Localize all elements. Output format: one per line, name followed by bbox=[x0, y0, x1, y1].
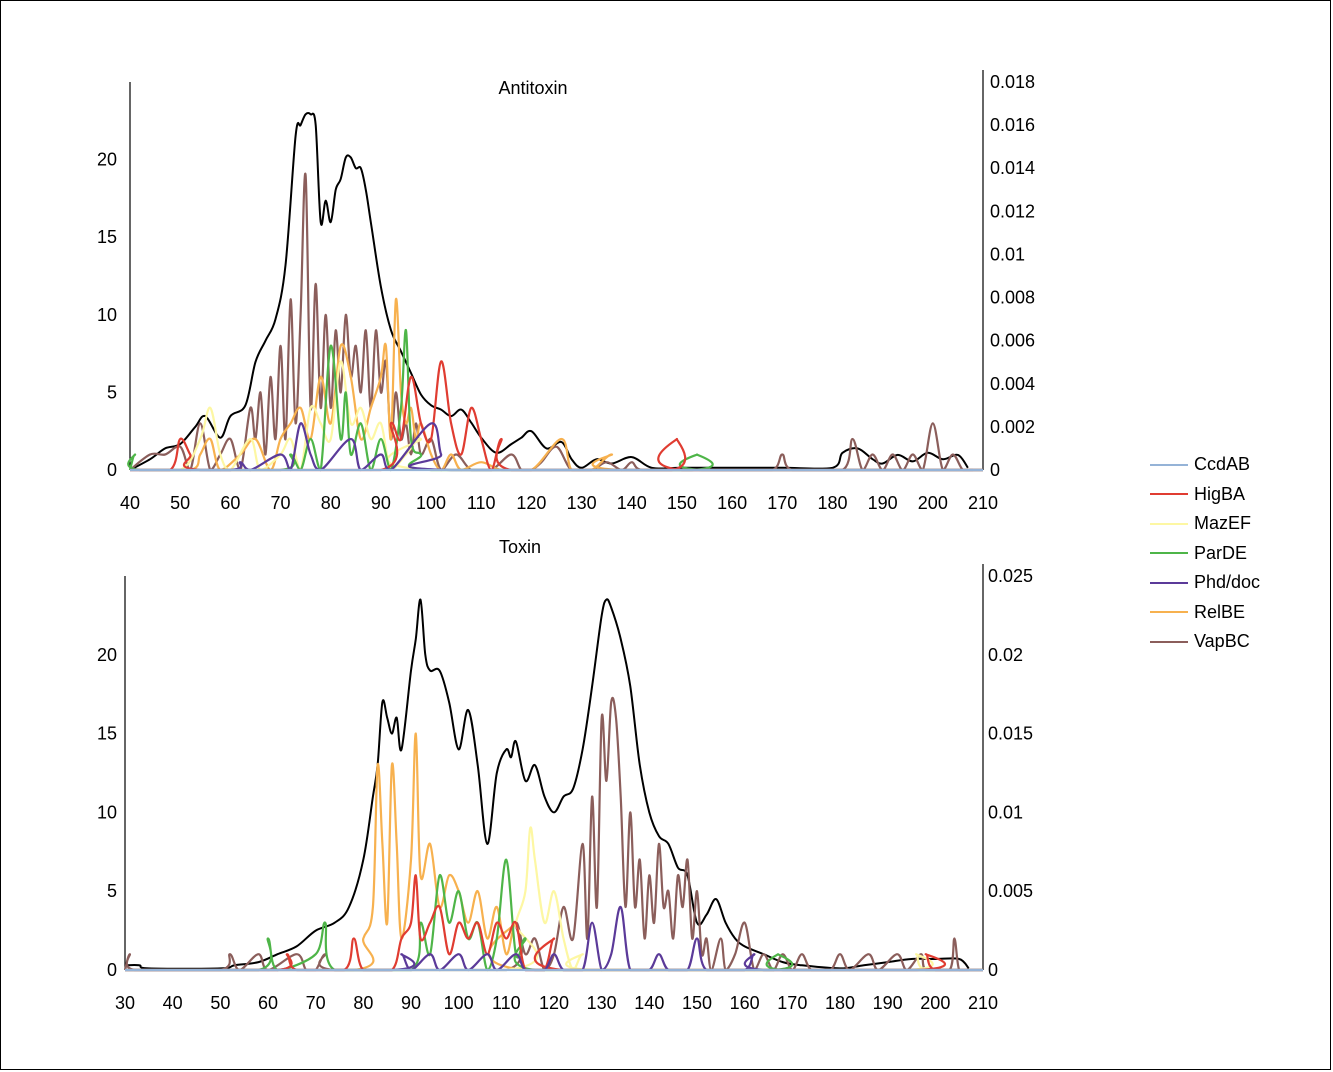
legend-item-phd-doc: Phd/doc bbox=[1150, 568, 1320, 598]
left-y-tick-label: 0 bbox=[107, 960, 117, 980]
x-tick-label: 60 bbox=[258, 993, 278, 1013]
legend-swatch bbox=[1150, 522, 1188, 525]
legend-label: VapBC bbox=[1194, 631, 1250, 652]
x-tick-label: 110 bbox=[467, 493, 496, 513]
x-tick-label: 180 bbox=[825, 993, 855, 1013]
legend-swatch bbox=[1150, 493, 1188, 496]
x-tick-label: 210 bbox=[968, 993, 998, 1013]
right-y-tick-label: 0.014 bbox=[990, 158, 1035, 178]
legend-label: MazEF bbox=[1194, 513, 1252, 534]
left-y-tick-label: 5 bbox=[107, 881, 117, 901]
legend-item-higba: HigBA bbox=[1150, 480, 1320, 510]
legend-item-parde: ParDE bbox=[1150, 539, 1320, 569]
left-y-tick-label: 20 bbox=[97, 150, 117, 170]
x-tick-label: 100 bbox=[444, 993, 474, 1013]
legend-swatch bbox=[1150, 640, 1188, 643]
x-tick-label: 120 bbox=[516, 493, 546, 513]
x-tick-label: 140 bbox=[617, 493, 647, 513]
series-line-vapbc bbox=[123, 696, 969, 972]
x-tick-label: 60 bbox=[220, 493, 240, 513]
left-y-tick-label: 0 bbox=[107, 460, 117, 480]
x-tick-label: 210 bbox=[968, 493, 998, 513]
right-y-tick-label: 0.018 bbox=[990, 72, 1035, 92]
right-y-tick-label: 0.01 bbox=[988, 802, 1023, 822]
legend-label: CcdAB bbox=[1194, 454, 1251, 475]
legend-label: RelBE bbox=[1194, 601, 1246, 622]
series-line-total bbox=[124, 598, 970, 970]
series-line-total bbox=[129, 111, 969, 471]
right-y-tick-label: 0 bbox=[988, 960, 998, 980]
x-tick-label: 130 bbox=[587, 993, 617, 1013]
left-y-tick-label: 5 bbox=[107, 382, 117, 402]
series-line-mazef bbox=[130, 360, 983, 472]
x-tick-label: 100 bbox=[416, 493, 446, 513]
left-y-tick-label: 15 bbox=[97, 227, 117, 247]
legend-swatch bbox=[1150, 552, 1188, 555]
legend-label: Phd/doc bbox=[1194, 572, 1261, 593]
right-y-tick-label: 0.025 bbox=[988, 566, 1033, 586]
x-tick-label: 70 bbox=[271, 493, 291, 513]
left-y-tick-label: 15 bbox=[97, 724, 117, 744]
x-tick-label: 70 bbox=[306, 993, 326, 1013]
x-tick-label: 150 bbox=[667, 493, 697, 513]
left-y-tick-label: 20 bbox=[97, 645, 117, 665]
x-tick-label: 40 bbox=[120, 493, 140, 513]
series-line-mazef bbox=[125, 826, 983, 972]
chart-title: Toxin bbox=[499, 537, 541, 557]
x-tick-label: 80 bbox=[321, 493, 341, 513]
legend-item-mazef: MazEF bbox=[1150, 509, 1320, 539]
x-tick-label: 140 bbox=[634, 993, 664, 1013]
legend-swatch bbox=[1150, 463, 1188, 466]
x-tick-label: 180 bbox=[817, 493, 847, 513]
x-tick-label: 200 bbox=[920, 993, 950, 1013]
right-y-tick-label: 0.016 bbox=[990, 115, 1035, 135]
legend-item-relbe: RelBE bbox=[1150, 598, 1320, 628]
chart-title: Antitoxin bbox=[498, 78, 567, 98]
legend-swatch bbox=[1150, 581, 1188, 584]
x-tick-label: 150 bbox=[682, 993, 712, 1013]
x-tick-label: 50 bbox=[170, 493, 190, 513]
right-y-tick-label: 0.012 bbox=[990, 201, 1035, 221]
legend-item-ccdab: CcdAB bbox=[1150, 450, 1320, 480]
right-y-tick-label: 0 bbox=[990, 460, 1000, 480]
right-y-tick-label: 0.006 bbox=[990, 331, 1035, 351]
right-y-tick-label: 0.002 bbox=[990, 417, 1035, 437]
legend-swatch bbox=[1150, 611, 1188, 614]
x-tick-label: 200 bbox=[918, 493, 948, 513]
series-line-vapbc bbox=[129, 172, 973, 472]
x-tick-label: 40 bbox=[163, 993, 183, 1013]
x-tick-label: 160 bbox=[730, 993, 760, 1013]
right-y-tick-label: 0.008 bbox=[990, 288, 1035, 308]
right-y-tick-label: 0.004 bbox=[990, 374, 1035, 394]
right-y-tick-label: 0.015 bbox=[988, 724, 1033, 744]
x-tick-label: 50 bbox=[210, 993, 230, 1013]
x-tick-label: 190 bbox=[873, 993, 903, 1013]
x-tick-label: 170 bbox=[777, 993, 807, 1013]
legend-item-vapbc: VapBC bbox=[1150, 627, 1320, 657]
legend-label: ParDE bbox=[1194, 542, 1248, 563]
x-tick-label: 80 bbox=[353, 993, 373, 1013]
x-tick-label: 130 bbox=[567, 493, 597, 513]
right-y-tick-label: 0.005 bbox=[988, 881, 1033, 901]
legend-label: HigBA bbox=[1194, 483, 1246, 504]
x-tick-label: 110 bbox=[492, 993, 521, 1013]
legend: CcdAB HigBA MazEF ParDE Phd/doc RelBE VapBC bbox=[1150, 450, 1320, 657]
x-tick-label: 170 bbox=[767, 493, 797, 513]
series-line-relbe bbox=[125, 732, 983, 972]
x-tick-label: 90 bbox=[401, 993, 421, 1013]
left-y-tick-label: 10 bbox=[97, 305, 117, 325]
x-tick-label: 160 bbox=[717, 493, 747, 513]
x-tick-label: 120 bbox=[539, 993, 569, 1013]
left-y-tick-label: 10 bbox=[97, 802, 117, 822]
right-y-tick-label: 0.01 bbox=[990, 244, 1025, 264]
right-y-tick-label: 0.02 bbox=[988, 645, 1023, 665]
x-tick-label: 30 bbox=[115, 993, 135, 1013]
x-tick-label: 90 bbox=[371, 493, 391, 513]
x-tick-label: 190 bbox=[868, 493, 898, 513]
